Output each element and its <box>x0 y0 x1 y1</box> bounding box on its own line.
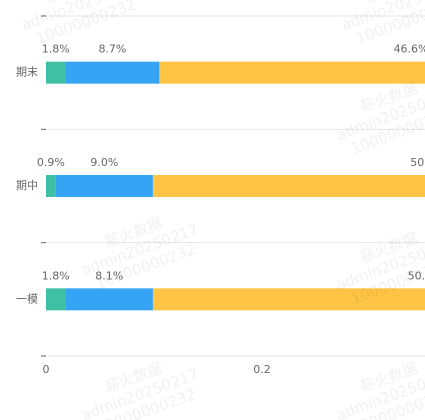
value-label: 50.4% <box>408 269 425 282</box>
bar-segment <box>46 288 66 311</box>
bar-segment <box>55 175 153 197</box>
value-label: 0.9% <box>37 156 65 169</box>
bar-segment <box>65 288 153 311</box>
bar-segment <box>152 288 425 311</box>
y-tick-label: 一模 <box>16 292 38 305</box>
value-label: 46.6% <box>394 43 425 56</box>
bar-segment <box>152 175 425 197</box>
x-tick-label: 0.2 <box>253 363 271 376</box>
value-label: 1.8% <box>42 269 70 282</box>
bar-segment <box>159 61 425 84</box>
bar-segment <box>46 175 56 197</box>
value-label: 8.1% <box>95 269 123 282</box>
value-label: 50.9% <box>410 156 425 169</box>
value-label: 1.8% <box>42 43 70 56</box>
bar-segment <box>46 61 66 84</box>
bar-segment <box>65 61 160 84</box>
x-tick-label: 0 <box>43 363 50 376</box>
y-tick-label: 期中 <box>16 179 38 192</box>
value-label: 9.0% <box>90 156 118 169</box>
y-tick-label: 期末 <box>16 65 38 79</box>
value-label: 8.7% <box>98 43 126 56</box>
